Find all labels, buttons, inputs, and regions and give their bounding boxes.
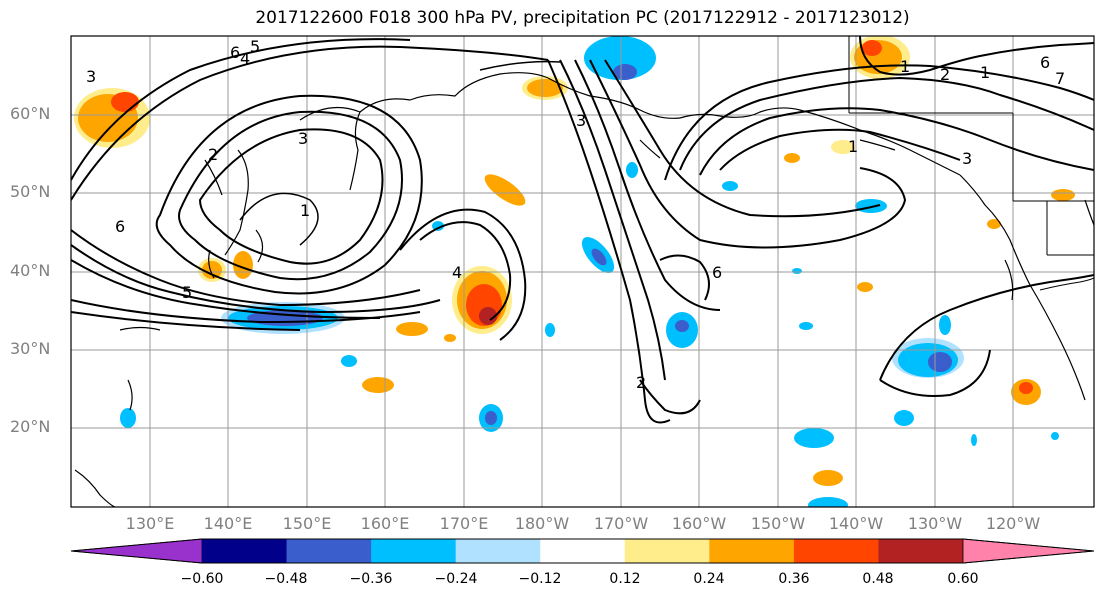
contour-label: 6 bbox=[115, 217, 125, 236]
lon-label-160w: 160°W bbox=[671, 514, 727, 533]
lat-label-30n: 30°N bbox=[10, 339, 51, 358]
colorbar-tick-label: −0.60 bbox=[180, 571, 224, 587]
colorbar-extend-high bbox=[962, 538, 1095, 564]
lon-label-130w: 130°W bbox=[907, 514, 963, 533]
colorbar-segment bbox=[371, 539, 457, 563]
lon-label-150e: 150°E bbox=[282, 514, 332, 533]
lat-label-40n: 40°N bbox=[10, 261, 51, 280]
colorbar-tick-label: 0.24 bbox=[693, 571, 725, 587]
lat-lon-gridlines bbox=[71, 36, 1094, 507]
colorbar-tick-label: 0.48 bbox=[862, 571, 894, 587]
lat-label-60n: 60°N bbox=[10, 104, 51, 123]
map-title: 2017122600 F018 300 hPa PV, precipitatio… bbox=[255, 8, 910, 28]
contour-label: 1 bbox=[900, 57, 910, 76]
lon-label-180w: 180°W bbox=[514, 514, 570, 533]
colorbar-tick-label: 0.36 bbox=[778, 571, 810, 587]
contour-label: 1 bbox=[300, 201, 310, 220]
colorbar-tick-label: 0.60 bbox=[947, 571, 979, 587]
colorbar-segment bbox=[624, 539, 710, 563]
contour-label: 2 bbox=[940, 65, 950, 84]
pv-contours-thin bbox=[239, 60, 561, 246]
colorbar-segment bbox=[793, 539, 879, 563]
contour-label: 7 bbox=[1055, 69, 1065, 88]
contour-label: 1 bbox=[848, 137, 858, 156]
contour-label: 4 bbox=[240, 49, 250, 68]
contour-label: 3 bbox=[576, 111, 586, 130]
contour-label: 3 bbox=[86, 67, 96, 86]
lon-label-170e: 170°E bbox=[439, 514, 489, 533]
colorbar-segment bbox=[455, 539, 541, 563]
colorbar-extend-low bbox=[70, 538, 203, 564]
map-border bbox=[70, 35, 1095, 508]
colorbar-segment bbox=[540, 539, 626, 563]
colorbar-tick-label: −0.36 bbox=[349, 571, 393, 587]
contour-label: 5 bbox=[250, 37, 260, 56]
colorbar-tick-label: −0.24 bbox=[434, 571, 478, 587]
precipitation-positive-shading bbox=[74, 36, 1075, 486]
contour-label: 6 bbox=[1040, 53, 1050, 72]
borders bbox=[848, 36, 1094, 291]
lon-label-130e: 130°E bbox=[125, 514, 175, 533]
lon-label-140e: 140°E bbox=[203, 514, 253, 533]
colorbar-segment bbox=[709, 539, 795, 563]
colorbar-segment bbox=[286, 539, 372, 563]
pv-contours bbox=[71, 36, 1094, 424]
colorbar-tick-label: −0.12 bbox=[518, 571, 562, 587]
colorbar-segment bbox=[878, 539, 964, 563]
contour-label: 3 bbox=[298, 129, 308, 148]
contour-label: 5 bbox=[182, 283, 192, 302]
colorbar-tick-label: 0.12 bbox=[609, 571, 641, 587]
lat-label-50n: 50°N bbox=[10, 182, 51, 201]
contour-label: 2 bbox=[208, 145, 218, 164]
lon-label-140w: 140°W bbox=[828, 514, 884, 533]
lon-label-160e: 160°E bbox=[360, 514, 410, 533]
coastlines bbox=[74, 72, 1094, 507]
contour-label: 3 bbox=[962, 149, 972, 168]
contour-labels: 3 6 5 4 3 1 2 5 4 6 2 1 2 6 7 1 3 6 3 1 bbox=[86, 37, 1065, 392]
colorbar-outline bbox=[70, 538, 1095, 564]
lon-label-170w: 170°W bbox=[593, 514, 649, 533]
lon-label-150w: 150°W bbox=[750, 514, 806, 533]
contour-label: 1 bbox=[980, 63, 990, 82]
lon-label-120w: 120°W bbox=[985, 514, 1041, 533]
colorbar-segment bbox=[202, 539, 288, 563]
colorbar bbox=[70, 538, 1095, 564]
colorbar-tick-label: −0.48 bbox=[264, 571, 308, 587]
contour-label: 2 bbox=[636, 373, 646, 392]
precipitation-negative-shading bbox=[120, 36, 1059, 507]
lat-label-20n: 20°N bbox=[10, 417, 51, 436]
contour-label: 4 bbox=[452, 263, 462, 282]
contour-label: 6 bbox=[230, 43, 240, 62]
contour-label: 6 bbox=[712, 263, 722, 282]
